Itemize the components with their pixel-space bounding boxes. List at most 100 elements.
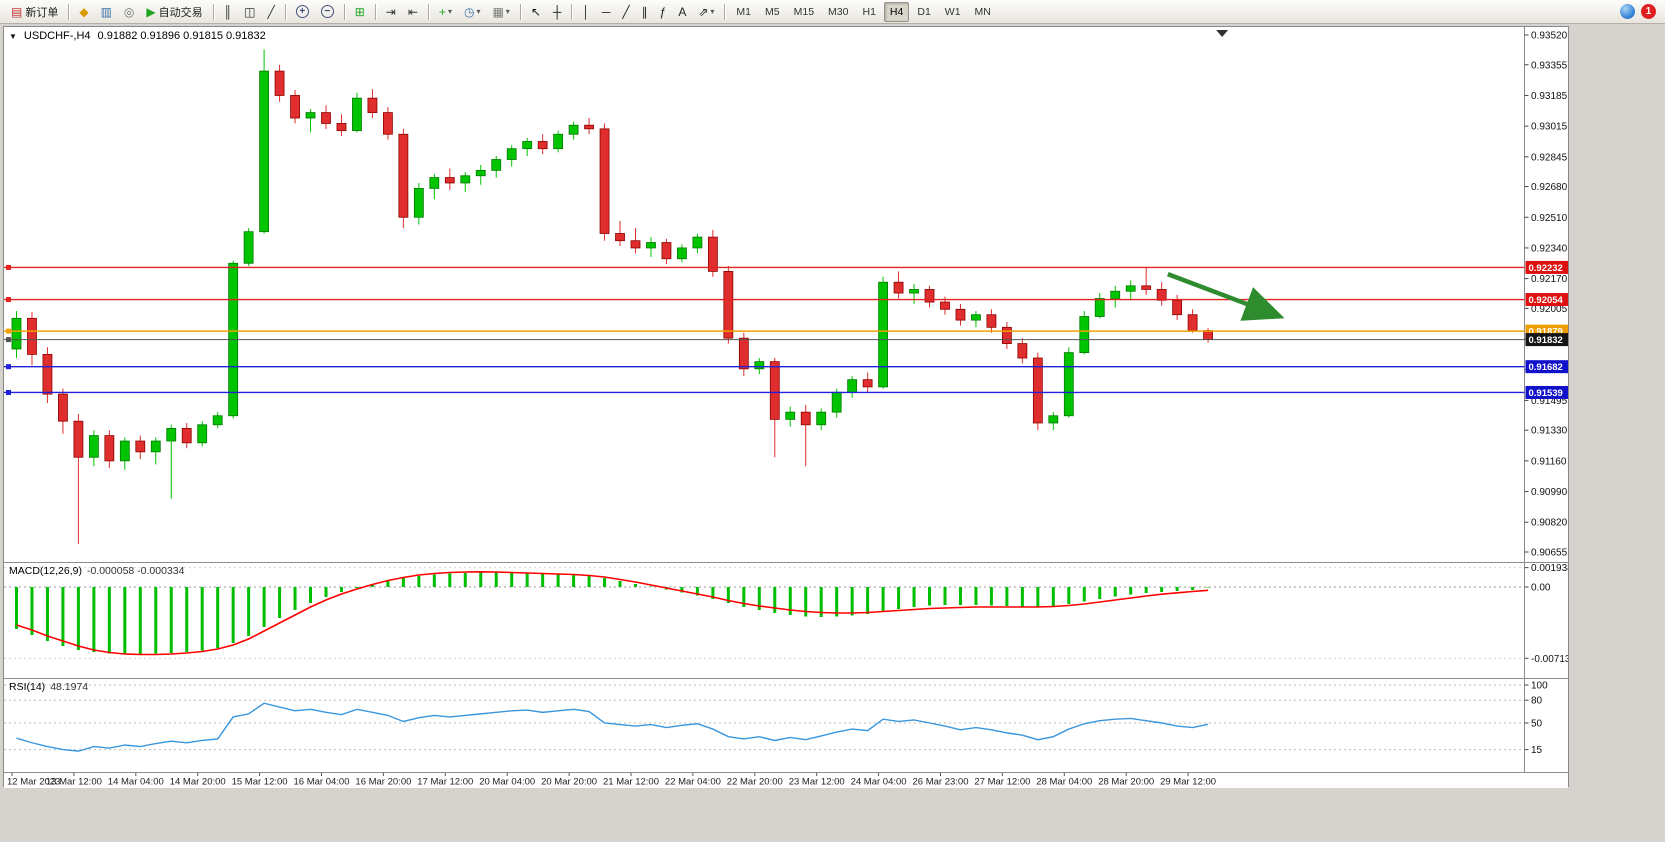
timeframe-h1-button[interactable]: H1 — [862, 5, 876, 18]
macd-chart[interactable]: 0.001938 0.00 -0.007132 — [4, 563, 1568, 678]
timeframe-m5-button[interactable]: M5 — [765, 5, 780, 18]
trendline-button[interactable]: ╱ — [617, 1, 634, 22]
bar-chart-button[interactable]: ║ — [219, 1, 238, 22]
line-anchor-handle[interactable] — [6, 337, 11, 343]
macd-label-row: MACD(12,26,9) -0.000058 -0.000334 — [9, 565, 184, 577]
date-axis-label: 28 Mar 04:00 — [1036, 777, 1092, 788]
toolbar: ▤ 新订单 ◆ ▥ ◎ ▶ 自动交易 ║ ◫ ╱ + − ⊞ ⇥ ⇤ + ▾ ◷ ▾ ▦ ▾ ↖ ┼ │ ─ ╱ ∥ ƒ A ⇗ ▾ M1 M… — [0, 0, 1665, 24]
text-icon: A — [678, 4, 687, 19]
trendline-icon: ╱ — [622, 4, 630, 19]
auto-trading-button[interactable]: ▶ 自动交易 — [141, 1, 207, 22]
periods-button[interactable]: ◷ ▾ — [459, 1, 486, 22]
toolbar-right: 1 — [1620, 4, 1660, 19]
zoom-out-button[interactable]: − — [316, 1, 339, 22]
notification-badge[interactable]: 1 — [1641, 4, 1656, 19]
chart-title: ▼ USDCHF-,H4 0.91882 0.91896 0.91815 0.9… — [9, 30, 266, 42]
market-watch-icon: ◆ — [79, 4, 89, 19]
toolbar-separator — [519, 3, 521, 20]
timeframe-h4-button[interactable]: H4 — [883, 1, 910, 22]
crosshair-button[interactable]: ┼ — [548, 1, 567, 22]
rsi-label: RSI(14) — [9, 681, 46, 693]
equidistant-channel-button[interactable]: ∥ — [637, 1, 653, 22]
line-anchor-handle[interactable] — [6, 364, 11, 370]
toolbar-separator — [571, 3, 573, 20]
auto-scroll-button[interactable]: ⇥ — [381, 1, 401, 22]
line-anchor-handle[interactable] — [6, 389, 11, 395]
timeframe-w1-button[interactable]: W1 — [944, 5, 961, 18]
rsi-line — [16, 702, 1209, 752]
fibonacci-button[interactable]: ƒ — [655, 1, 672, 22]
chart-window: 0.93520 0.93355 0.93185 0.93015 0.92845 0.926… — [3, 26, 1569, 788]
price-axis-label: 0.90655 — [1531, 548, 1568, 559]
line-chart-button[interactable]: ╱ — [263, 1, 280, 22]
data-window-icon: ▥ — [100, 4, 112, 19]
rsi-axis-label: 80 — [1531, 696, 1543, 707]
chart-symbol-period: USDCHF-,H4 — [23, 30, 91, 42]
zoom-in-button[interactable]: + — [291, 1, 314, 22]
macd-axis-label: 0.00 — [1531, 583, 1551, 594]
chart-shift-button[interactable]: ⇤ — [403, 1, 423, 22]
candlestick-chart-button[interactable]: ◫ — [239, 1, 260, 22]
symbol-dropdown-icon[interactable]: ▼ — [9, 31, 17, 41]
vertical-line-button[interactable]: │ — [577, 1, 595, 22]
data-window-button[interactable]: ▥ — [96, 1, 117, 22]
timeframe-m15-button[interactable]: M15 — [793, 5, 815, 18]
navigator-button[interactable]: ◎ — [119, 1, 139, 22]
toolbar-separator — [427, 3, 429, 20]
line-anchor-handle[interactable] — [6, 297, 11, 303]
timeframe-d1-button[interactable]: D1 — [917, 5, 931, 18]
macd-indicator-panel: 0.001938 0.00 -0.007132 MACD(12,26,9) -0.00… — [4, 562, 1568, 678]
timeframe-m1-button[interactable]: M1 — [736, 5, 752, 18]
chart-ohlc-values: 0.91882 0.91896 0.91815 0.91832 — [97, 30, 266, 42]
indicators-button[interactable]: + ▾ — [434, 1, 457, 22]
price-axis-label: 0.90990 — [1531, 487, 1568, 498]
chart-shift-marker[interactable] — [1216, 30, 1229, 37]
cursor-button[interactable]: ↖ — [526, 1, 546, 22]
date-axis-label: 28 Mar 20:00 — [1098, 777, 1154, 788]
date-axis-label: 16 Mar 04:00 — [294, 777, 350, 788]
macd-signal-line — [16, 570, 1209, 656]
candlesticks — [11, 49, 1213, 544]
timeframe-toolbar: M1 M5 M15 M30 H1 H4 D1 W1 MN — [729, 1, 997, 22]
price-tag — [1525, 260, 1568, 274]
date-axis-label: 24 Mar 04:00 — [851, 777, 907, 788]
dropdown-arrow-icon: ▾ — [710, 7, 715, 16]
date-axis-label: 26 Mar 23:00 — [913, 777, 969, 788]
line-chart-icon: ╱ — [267, 4, 275, 19]
arrows-button[interactable]: ⇗ ▾ — [693, 1, 719, 22]
rsi-axis-label: 15 — [1531, 745, 1543, 756]
arrows-icon: ⇗ — [698, 4, 709, 19]
tile-windows-button[interactable]: ⊞ — [350, 1, 370, 22]
price-tag — [1525, 360, 1568, 374]
community-icon[interactable] — [1620, 4, 1635, 19]
market-watch-button[interactable]: ◆ — [74, 1, 93, 22]
horizontal-line-button[interactable]: ─ — [597, 1, 616, 22]
price-axis-label: 0.93185 — [1531, 91, 1568, 102]
trend-arrow-annotation[interactable] — [1167, 271, 1285, 321]
date-axis-label: 22 Mar 04:00 — [665, 777, 721, 788]
line-anchor-handle[interactable] — [6, 328, 11, 334]
text-button[interactable]: A — [673, 1, 691, 22]
line-anchor-handle[interactable] — [6, 264, 11, 270]
timeframe-m30-button[interactable]: M30 — [828, 5, 849, 18]
dropdown-arrow-icon: ▾ — [476, 7, 481, 16]
price-axis-label: 0.91330 — [1531, 426, 1568, 437]
date-axis-label: 27 Mar 12:00 — [974, 777, 1030, 788]
rsi-chart[interactable]: 100 80 50 15 — [4, 679, 1568, 772]
price-tag-label: 0.91879 — [1529, 327, 1563, 338]
toolbar-separator — [343, 3, 345, 20]
main-chart[interactable]: 0.93520 0.93355 0.93185 0.93015 0.92845 0.926… — [4, 27, 1568, 562]
price-tag — [1525, 385, 1568, 399]
date-axis-label: 20 Mar 20:00 — [541, 777, 597, 788]
navigator-icon: ◎ — [123, 4, 135, 19]
price-axis-label: 0.93520 — [1531, 31, 1568, 42]
macd-axis-label: -0.007132 — [1531, 654, 1568, 665]
price-axis-label: 0.90820 — [1531, 518, 1568, 529]
templates-button[interactable]: ▦ ▾ — [487, 1, 514, 22]
new-order-button[interactable]: ▤ 新订单 — [6, 1, 63, 22]
rsi-indicator-panel: 100 80 50 15 RSI(14) 48.1974 — [4, 678, 1568, 772]
macd-label: MACD(12,26,9) — [9, 565, 82, 577]
timeframe-mn-button[interactable]: MN — [974, 5, 991, 18]
